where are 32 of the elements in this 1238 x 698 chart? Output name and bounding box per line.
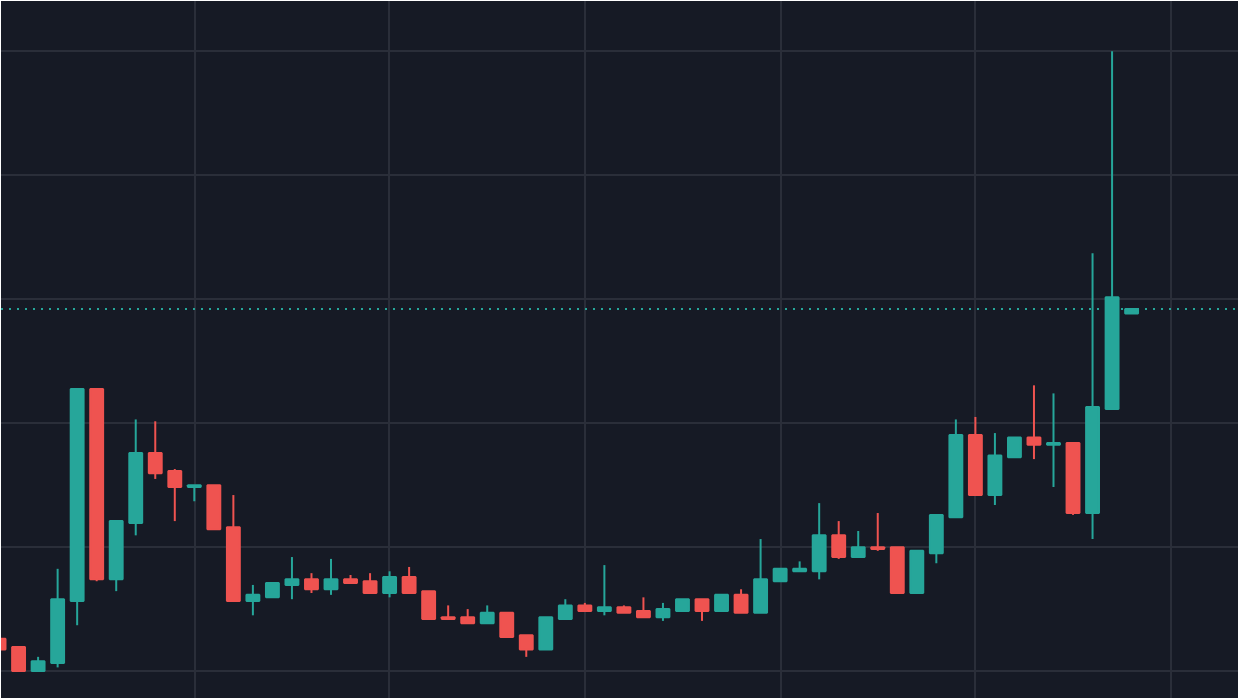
candlestick (538, 616, 554, 651)
candlestick (499, 611, 515, 639)
candlestick (382, 570, 398, 599)
candlestick (831, 520, 847, 560)
candlestick (167, 468, 183, 523)
candlestick (694, 598, 710, 622)
candlestick (909, 549, 925, 594)
candlestick (401, 565, 417, 594)
candlestick (1046, 392, 1061, 488)
candlestick (1026, 384, 1042, 461)
candlestick (635, 596, 651, 619)
candlestick (245, 583, 261, 617)
candlestick (362, 572, 378, 594)
candlestick (557, 598, 573, 621)
candlestick (1007, 436, 1022, 459)
candlestick (518, 634, 534, 658)
candlestick (421, 590, 437, 621)
candlestick (850, 530, 866, 559)
candlestick (928, 513, 944, 565)
candlestick (11, 645, 27, 673)
candlestick (304, 572, 319, 594)
candlestick (147, 420, 163, 480)
candlestick (284, 556, 300, 601)
candlestick (596, 564, 612, 617)
candlestick (323, 557, 339, 596)
candlestick (753, 538, 769, 614)
candlestick (811, 502, 827, 581)
candlestick (889, 546, 905, 594)
candlestick (733, 588, 749, 614)
candlestick (987, 432, 1003, 506)
candlestick (206, 484, 222, 531)
candlestick (870, 512, 886, 552)
